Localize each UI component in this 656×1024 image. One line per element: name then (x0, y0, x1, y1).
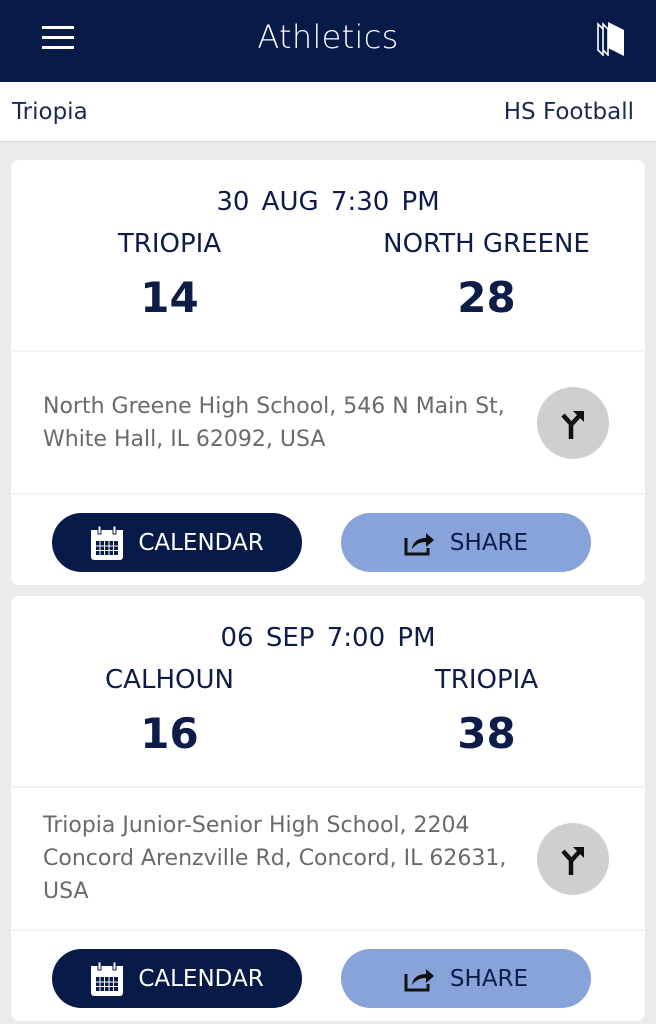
team-score: 16 (140, 709, 199, 758)
directions-button[interactable] (537, 822, 609, 895)
share-label: SHARE (449, 529, 529, 556)
calendar-label: CALENDAR (138, 965, 264, 992)
away-team: TRIOPIA 38 (328, 665, 645, 758)
team-score: 14 (140, 273, 199, 322)
share-button[interactable]: SHARE (341, 513, 591, 572)
books-icon[interactable] (596, 22, 626, 56)
game-address: North Greene High School, 546 N Main St,… (43, 393, 505, 452)
team-name: TRIOPIA (434, 665, 539, 695)
game-address: Triopia Junior-Senior High School, 2204 … (43, 813, 507, 904)
calendar-icon (91, 961, 124, 996)
school-name[interactable]: Triopia (12, 98, 88, 125)
home-team: TRIOPIA 14 (11, 229, 328, 322)
game-datetime: 06 SEP 7:00 PM (220, 623, 436, 653)
calendar-button[interactable]: CALENDAR (52, 949, 302, 1008)
directions-icon (561, 410, 584, 439)
team-name: TRIOPIA (117, 229, 222, 259)
filter-bar: Triopia HS Football (0, 82, 656, 142)
home-team: CALHOUN 16 (11, 665, 328, 758)
calendar-icon (91, 525, 124, 560)
game-card: 06 SEP 7:00 PM CALHOUN 16 TRIOPIA 38 Triop… (11, 596, 645, 1021)
app-header: Athletics (0, 0, 656, 82)
team-score: 28 (457, 273, 516, 322)
share-label: SHARE (449, 965, 529, 992)
away-team: NORTH GREENE 28 (328, 229, 645, 322)
game-card: 30 AUG 7:30 PM TRIOPIA 14 NORTH GREENE 28 … (11, 160, 645, 585)
share-icon (404, 968, 434, 991)
sport-name[interactable]: HS Football (503, 98, 634, 125)
page-title: Athletics (257, 18, 399, 56)
share-button[interactable]: SHARE (341, 949, 591, 1008)
team-name: NORTH GREENE (383, 229, 590, 259)
calendar-label: CALENDAR (138, 529, 264, 556)
team-score: 38 (457, 709, 516, 758)
game-datetime: 30 AUG 7:30 PM (216, 187, 440, 217)
directions-button[interactable] (537, 386, 609, 459)
calendar-button[interactable]: CALENDAR (52, 513, 302, 572)
team-name: CALHOUN (105, 665, 234, 695)
hamburger-menu-icon[interactable] (42, 26, 74, 49)
directions-icon (561, 846, 584, 875)
share-icon (404, 532, 434, 555)
